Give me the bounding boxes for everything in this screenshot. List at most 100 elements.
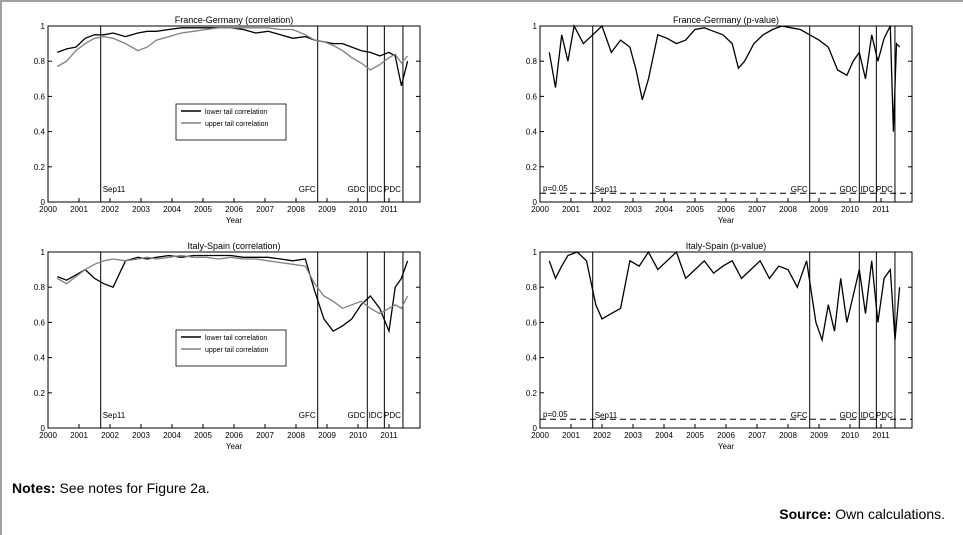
x-tick-label: 2008 bbox=[287, 205, 305, 214]
chart-svg: France-Germany (p-value) 0 0.2 0.4 0.6 0.8 1 20… bbox=[526, 15, 913, 225]
series-line bbox=[56, 27, 409, 71]
x-tick-label: 2011 bbox=[380, 205, 398, 214]
y-tick-label: 0.4 bbox=[526, 128, 538, 137]
x-tick-label: 2006 bbox=[717, 205, 735, 214]
x-tick-label: 2011 bbox=[872, 205, 890, 214]
x-tick-label: 2000 bbox=[531, 205, 549, 214]
source-text: Own calculations. bbox=[831, 506, 945, 522]
notes-text: See notes for Figure 2a. bbox=[55, 480, 210, 496]
x-tick-label: 2002 bbox=[593, 431, 611, 440]
x-tick-label: 2004 bbox=[655, 205, 673, 214]
chart-svg: Italy-Spain (correlation) 0 0.2 0.4 0.6 0.8 1 2… bbox=[34, 241, 421, 451]
event-label: Sep11 bbox=[595, 411, 618, 420]
x-tick-label: 2000 bbox=[39, 431, 57, 440]
y-tick-label: 1 bbox=[41, 22, 46, 31]
x-tick-label: 2009 bbox=[810, 431, 828, 440]
y-tick-label: 1 bbox=[533, 248, 538, 257]
chart-italy-spain-pvalue: Italy-Spain (p-value) 0 0.2 0.4 0.6 0.8 1 2000 2… bbox=[516, 240, 936, 462]
x-tick-label: 2004 bbox=[163, 205, 181, 214]
legend-box bbox=[175, 329, 287, 367]
event-label: IDC bbox=[369, 411, 383, 420]
x-tick-label: 2005 bbox=[686, 205, 704, 214]
x-tick-label: 2002 bbox=[101, 431, 119, 440]
legend-label: upper tail correlation bbox=[205, 121, 269, 128]
x-tick-label: 2011 bbox=[380, 431, 398, 440]
y-tick-label: 0.6 bbox=[526, 318, 538, 327]
event-label: GDC bbox=[348, 185, 366, 194]
y-tick-label: 0.8 bbox=[34, 283, 46, 292]
y-tick-label: 0.6 bbox=[34, 318, 46, 327]
x-tick-label: 2007 bbox=[748, 431, 766, 440]
x-tick-label: 2005 bbox=[686, 431, 704, 440]
x-tick-label: 2008 bbox=[287, 431, 305, 440]
event-label: GFC bbox=[299, 185, 316, 194]
source-label: Source: bbox=[779, 506, 832, 522]
x-tick-label: 2003 bbox=[132, 205, 150, 214]
x-tick-label: 2010 bbox=[841, 431, 859, 440]
event-label: GFC bbox=[299, 411, 316, 420]
y-tick-label: 1 bbox=[41, 248, 46, 257]
threshold-label: p=0.05 bbox=[543, 410, 568, 419]
x-tick-label: 2010 bbox=[349, 431, 367, 440]
x-tick-label: 2001 bbox=[70, 431, 88, 440]
chart-italy-spain-correlation: Italy-Spain (correlation) 0 0.2 0.4 0.6 0.8 1 2… bbox=[24, 240, 444, 462]
event-label: Sep11 bbox=[595, 185, 618, 194]
x-axis-label: Year bbox=[718, 216, 735, 225]
x-tick-label: 2010 bbox=[349, 205, 367, 214]
x-tick-label: 2003 bbox=[132, 431, 150, 440]
chart-title: France-Germany (correlation) bbox=[175, 15, 294, 25]
event-label: PDC bbox=[384, 185, 401, 194]
x-tick-label: 2007 bbox=[256, 205, 274, 214]
x-tick-label: 2003 bbox=[624, 205, 642, 214]
y-tick-label: 1 bbox=[533, 22, 538, 31]
series-line bbox=[57, 254, 409, 334]
y-tick-label: 0.8 bbox=[34, 57, 46, 66]
legend-label: lower tail correlation bbox=[205, 335, 267, 342]
x-tick-label: 2006 bbox=[225, 431, 243, 440]
event-label: IDC bbox=[861, 185, 875, 194]
x-tick-label: 2001 bbox=[70, 205, 88, 214]
event-label: Sep11 bbox=[103, 185, 126, 194]
event-label: PDC bbox=[876, 185, 893, 194]
threshold-label: p=0.05 bbox=[543, 184, 568, 193]
chart-title: Italy-Spain (p-value) bbox=[686, 241, 767, 251]
chart-svg: France-Germany (correlation) 0 0.2 0.4 0.6 0.… bbox=[34, 15, 421, 225]
series-line bbox=[56, 254, 409, 315]
x-tick-label: 2002 bbox=[593, 205, 611, 214]
x-axis-label: Year bbox=[226, 216, 243, 225]
y-tick-label: 0.4 bbox=[526, 354, 538, 363]
x-tick-label: 2007 bbox=[256, 431, 274, 440]
x-tick-label: 2000 bbox=[39, 205, 57, 214]
y-tick-label: 0.8 bbox=[526, 57, 538, 66]
y-tick-label: 0.4 bbox=[34, 128, 46, 137]
x-tick-label: 2008 bbox=[779, 431, 797, 440]
x-tick-label: 2009 bbox=[318, 205, 336, 214]
legend-box bbox=[175, 103, 287, 141]
y-tick-label: 0.2 bbox=[34, 163, 46, 172]
x-tick-label: 2008 bbox=[779, 205, 797, 214]
y-tick-label: 0 bbox=[41, 424, 46, 433]
legend-label: upper tail correlation bbox=[205, 347, 269, 354]
x-tick-label: 2003 bbox=[624, 431, 642, 440]
x-tick-label: 2009 bbox=[810, 205, 828, 214]
x-tick-label: 2004 bbox=[655, 431, 673, 440]
x-tick-label: 2011 bbox=[872, 431, 890, 440]
series-line bbox=[548, 250, 901, 343]
event-label: Sep11 bbox=[103, 411, 126, 420]
y-tick-label: 0.6 bbox=[34, 92, 46, 101]
x-axis-label: Year bbox=[226, 442, 243, 451]
x-tick-label: 2001 bbox=[562, 205, 580, 214]
x-tick-label: 2009 bbox=[318, 431, 336, 440]
y-tick-label: 0.6 bbox=[526, 92, 538, 101]
y-tick-label: 0.8 bbox=[526, 283, 538, 292]
x-tick-label: 2005 bbox=[194, 431, 212, 440]
y-tick-label: 0.2 bbox=[526, 163, 538, 172]
y-tick-label: 0.2 bbox=[34, 389, 46, 398]
chart-svg: Italy-Spain (p-value) 0 0.2 0.4 0.6 0.8 1 2000 2… bbox=[526, 241, 913, 451]
plot-area bbox=[539, 251, 913, 429]
chart-france-germany-pvalue: France-Germany (p-value) 0 0.2 0.4 0.6 0.8 1 20… bbox=[516, 14, 936, 236]
event-label: GFC bbox=[791, 411, 808, 420]
x-tick-label: 2006 bbox=[717, 431, 735, 440]
plot-area bbox=[539, 25, 913, 203]
event-label: GDC bbox=[840, 185, 858, 194]
